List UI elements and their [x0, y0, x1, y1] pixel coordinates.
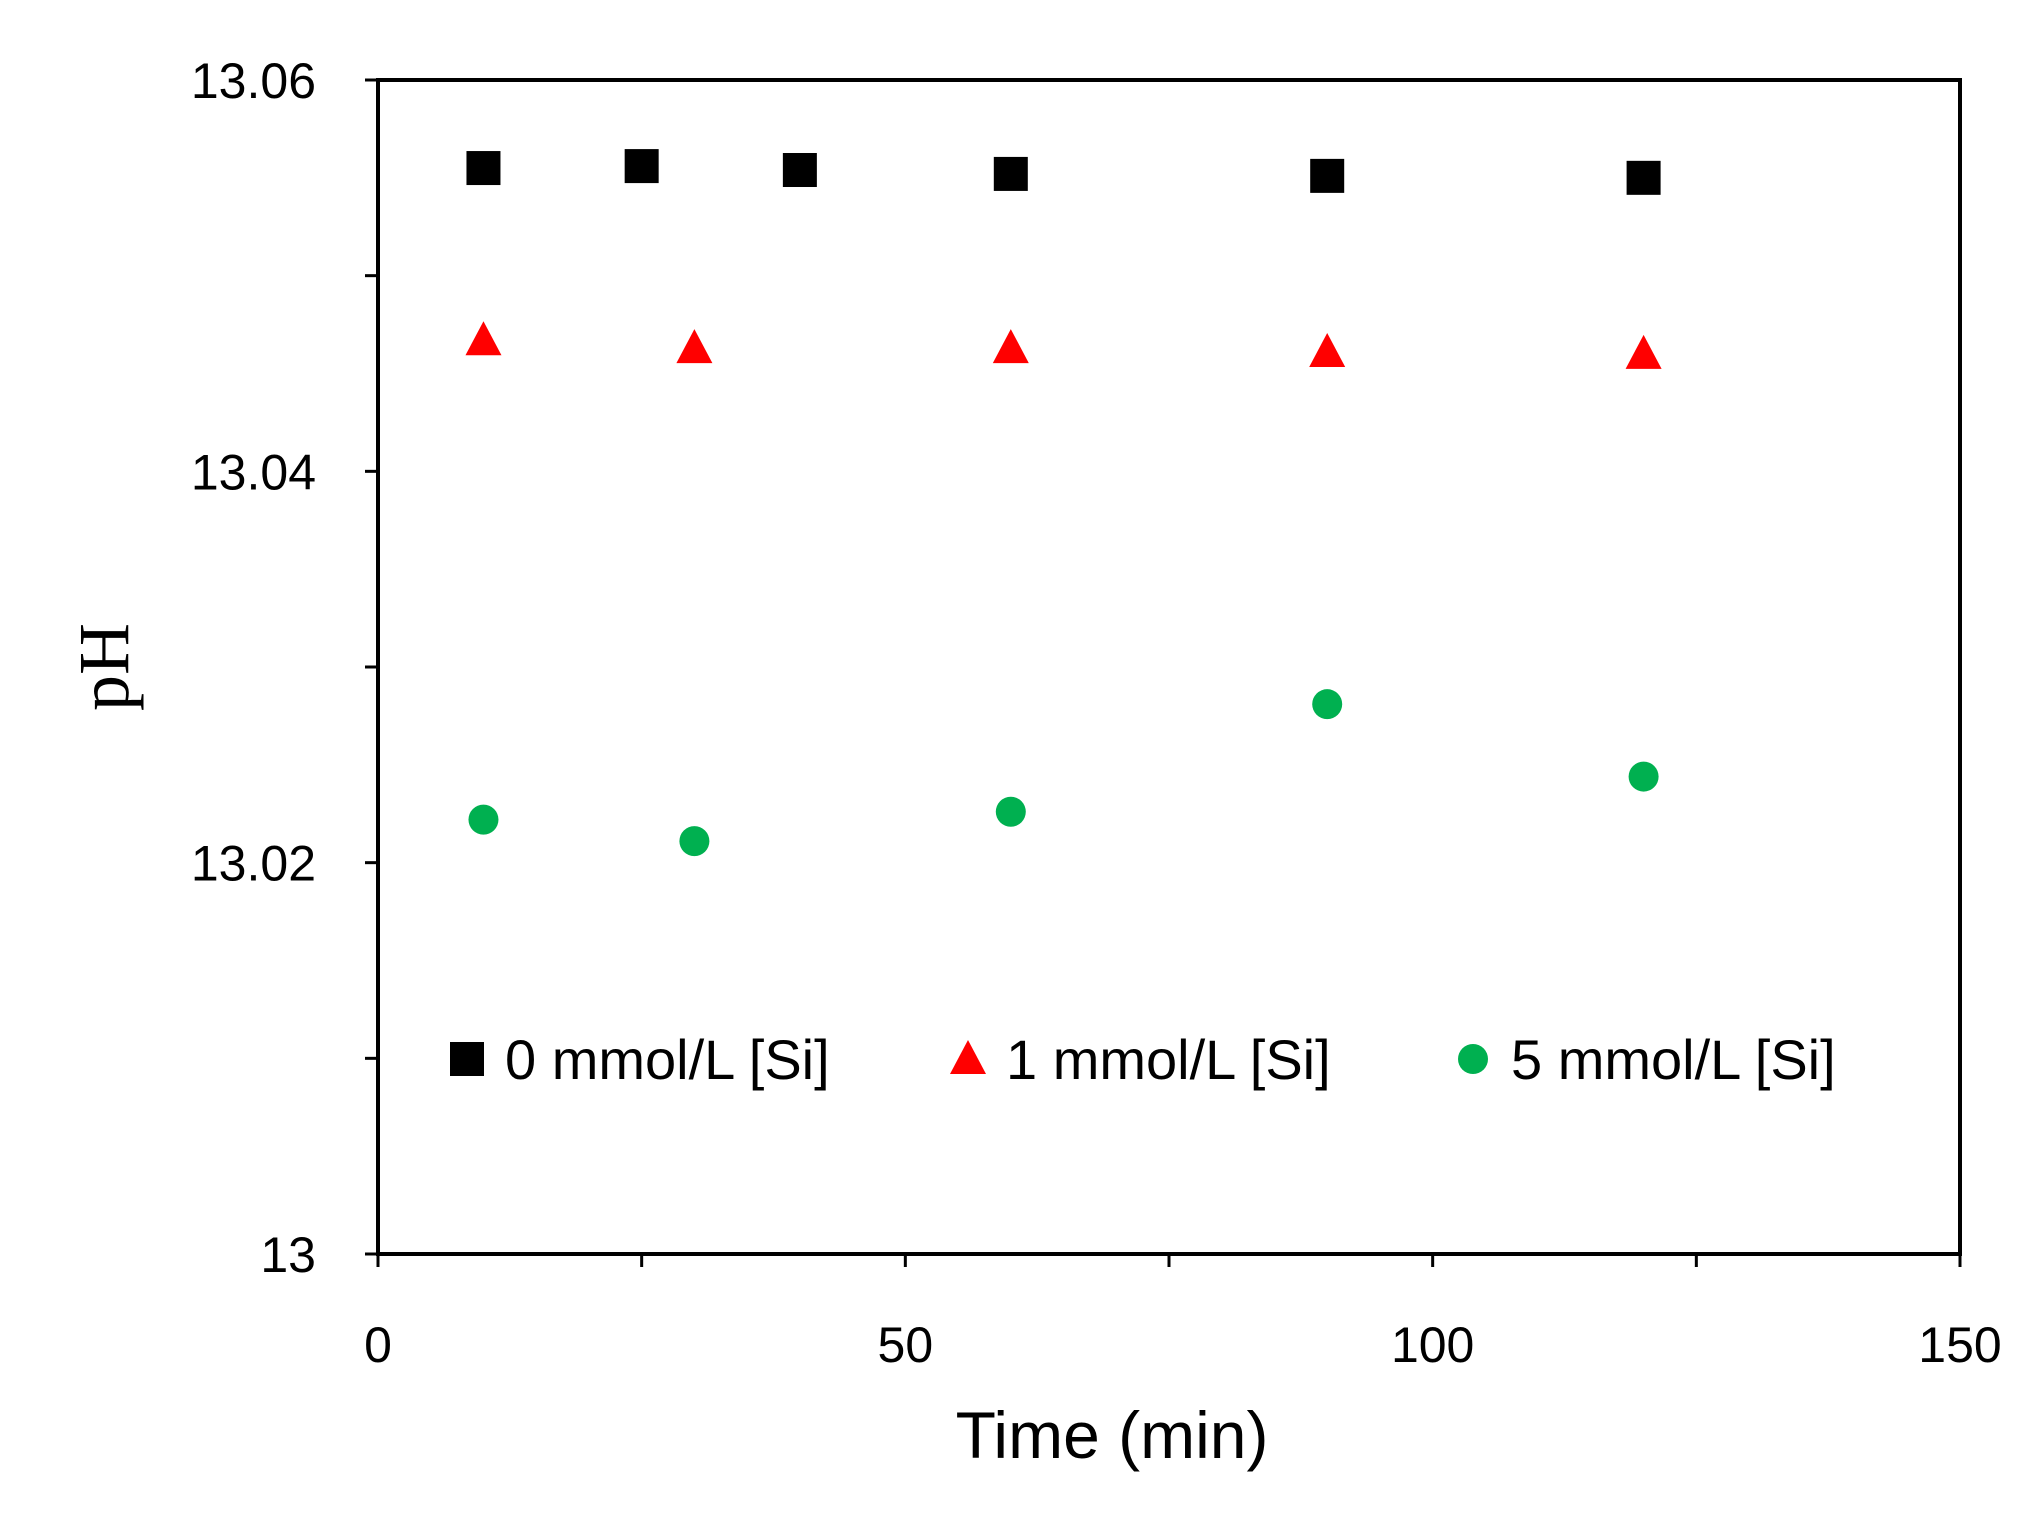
- x-tick-label: 50: [878, 1317, 934, 1373]
- data-point-triangle: [992, 329, 1029, 364]
- data-point-triangle: [676, 329, 713, 364]
- data-point-circle: [1628, 761, 1659, 792]
- axis-ticks: [365, 78, 1962, 1267]
- data-point-triangle: [1309, 332, 1346, 367]
- legend-label: 5 mmol/L [Si]: [1511, 1028, 1836, 1091]
- data-point-square: [1310, 158, 1345, 193]
- x-axis-title: Time (min): [956, 1398, 1269, 1472]
- legend-marker-square: [450, 1042, 484, 1076]
- data-point-circle: [468, 804, 499, 835]
- x-tick-label: 0: [364, 1317, 392, 1373]
- data-point-square: [1626, 160, 1661, 195]
- y-tick-label: 13: [260, 1227, 316, 1283]
- data-point-square: [624, 149, 659, 184]
- data-point-triangle: [1625, 334, 1662, 369]
- data-point-square: [993, 156, 1028, 191]
- data-point-square: [782, 153, 817, 188]
- data-point-circle: [995, 796, 1026, 827]
- legend: 0 mmol/L [Si] 1 mmol/L [Si] 5 mmol/L [Si]: [450, 1028, 1836, 1091]
- y-axis-title: pH: [64, 623, 144, 711]
- legend-label: 0 mmol/L [Si]: [505, 1028, 830, 1091]
- legend-label: 1 mmol/L [Si]: [1006, 1028, 1331, 1091]
- y-tick-label: 13.04: [191, 444, 316, 500]
- y-tick-label: 13.02: [191, 836, 316, 892]
- legend-marker-circle: [1458, 1044, 1488, 1074]
- data-point-square: [466, 151, 501, 186]
- data-point-circle: [1312, 689, 1343, 720]
- data-point-triangle: [465, 321, 502, 356]
- data-points: [465, 149, 1662, 857]
- legend-marker-triangle: [950, 1040, 986, 1074]
- axis-tick-labels: 0 50 100 150 13 13.02 13.04 13.06: [191, 53, 2002, 1373]
- x-tick-label: 100: [1391, 1317, 1474, 1373]
- x-tick-label: 150: [1918, 1317, 2001, 1373]
- data-point-circle: [679, 826, 710, 857]
- y-tick-label: 13.06: [191, 53, 316, 109]
